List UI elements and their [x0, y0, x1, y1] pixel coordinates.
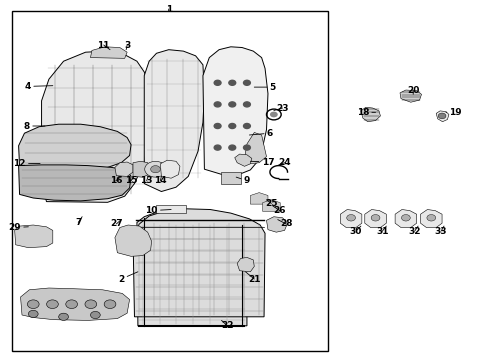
- Text: 18: 18: [356, 108, 375, 117]
- Circle shape: [214, 80, 221, 85]
- Polygon shape: [435, 111, 448, 122]
- Text: 12: 12: [13, 159, 40, 168]
- Text: 13: 13: [140, 176, 153, 185]
- Circle shape: [144, 161, 166, 177]
- Text: 32: 32: [407, 226, 420, 236]
- Text: 7: 7: [75, 217, 82, 227]
- Text: 31: 31: [375, 226, 388, 236]
- Polygon shape: [237, 257, 254, 272]
- Bar: [12, 11, 327, 351]
- Text: 25: 25: [264, 199, 277, 208]
- Polygon shape: [262, 200, 280, 211]
- Text: 21: 21: [245, 272, 260, 284]
- Polygon shape: [364, 210, 386, 228]
- Polygon shape: [115, 225, 151, 256]
- Polygon shape: [394, 210, 416, 228]
- Polygon shape: [90, 47, 127, 58]
- Polygon shape: [420, 210, 441, 228]
- Text: 9: 9: [236, 176, 250, 185]
- Text: 1: 1: [165, 5, 171, 14]
- Circle shape: [401, 215, 409, 221]
- Polygon shape: [340, 210, 361, 228]
- Polygon shape: [133, 161, 150, 177]
- Circle shape: [214, 123, 221, 129]
- Text: 29: 29: [8, 223, 28, 232]
- Polygon shape: [266, 217, 287, 232]
- Polygon shape: [144, 50, 204, 192]
- Circle shape: [214, 102, 221, 107]
- Circle shape: [66, 300, 78, 309]
- Circle shape: [243, 123, 250, 129]
- Polygon shape: [41, 51, 149, 202]
- Text: 4: 4: [24, 82, 53, 91]
- Text: 10: 10: [145, 206, 171, 215]
- Text: 16: 16: [109, 176, 122, 185]
- Text: 15: 15: [124, 176, 137, 185]
- Circle shape: [228, 80, 235, 85]
- Polygon shape: [19, 165, 131, 201]
- Circle shape: [90, 311, 100, 319]
- Text: 6: 6: [249, 129, 272, 138]
- Polygon shape: [20, 288, 129, 320]
- Circle shape: [426, 215, 435, 221]
- Polygon shape: [203, 47, 267, 176]
- Polygon shape: [137, 211, 246, 326]
- Text: 27: 27: [110, 220, 122, 229]
- Circle shape: [27, 300, 39, 309]
- Circle shape: [85, 300, 97, 309]
- Polygon shape: [115, 162, 133, 176]
- Polygon shape: [19, 124, 131, 169]
- Text: 5: 5: [254, 83, 275, 92]
- Text: 8: 8: [24, 122, 45, 131]
- Polygon shape: [250, 193, 267, 204]
- Text: 3: 3: [124, 41, 130, 50]
- Circle shape: [46, 300, 58, 309]
- Text: 20: 20: [406, 86, 419, 95]
- Circle shape: [214, 145, 221, 150]
- Text: 28: 28: [277, 220, 292, 229]
- Text: 23: 23: [273, 104, 288, 113]
- Bar: [221, 172, 240, 184]
- Polygon shape: [133, 209, 264, 317]
- Circle shape: [269, 112, 277, 117]
- Circle shape: [59, 313, 68, 320]
- Bar: [155, 205, 185, 213]
- Circle shape: [228, 145, 235, 150]
- Text: 19: 19: [445, 108, 461, 117]
- Text: 26: 26: [272, 206, 285, 215]
- Circle shape: [104, 300, 116, 309]
- Circle shape: [370, 215, 379, 221]
- Polygon shape: [244, 132, 266, 164]
- Text: 24: 24: [278, 158, 290, 167]
- Text: 17: 17: [250, 158, 274, 166]
- Polygon shape: [360, 107, 380, 122]
- Circle shape: [437, 113, 445, 119]
- Text: 33: 33: [434, 226, 447, 236]
- Polygon shape: [234, 154, 251, 166]
- Circle shape: [150, 166, 160, 173]
- Text: 14: 14: [154, 176, 166, 185]
- Polygon shape: [15, 225, 53, 248]
- Text: 2: 2: [118, 272, 138, 284]
- Text: 11: 11: [97, 41, 110, 50]
- Circle shape: [243, 102, 250, 107]
- Circle shape: [243, 80, 250, 85]
- Circle shape: [228, 123, 235, 129]
- Text: 22: 22: [221, 320, 233, 330]
- Polygon shape: [160, 160, 180, 178]
- Text: 30: 30: [349, 226, 362, 236]
- Polygon shape: [399, 90, 421, 102]
- Circle shape: [228, 102, 235, 107]
- Circle shape: [346, 215, 355, 221]
- Circle shape: [243, 145, 250, 150]
- Circle shape: [28, 310, 38, 318]
